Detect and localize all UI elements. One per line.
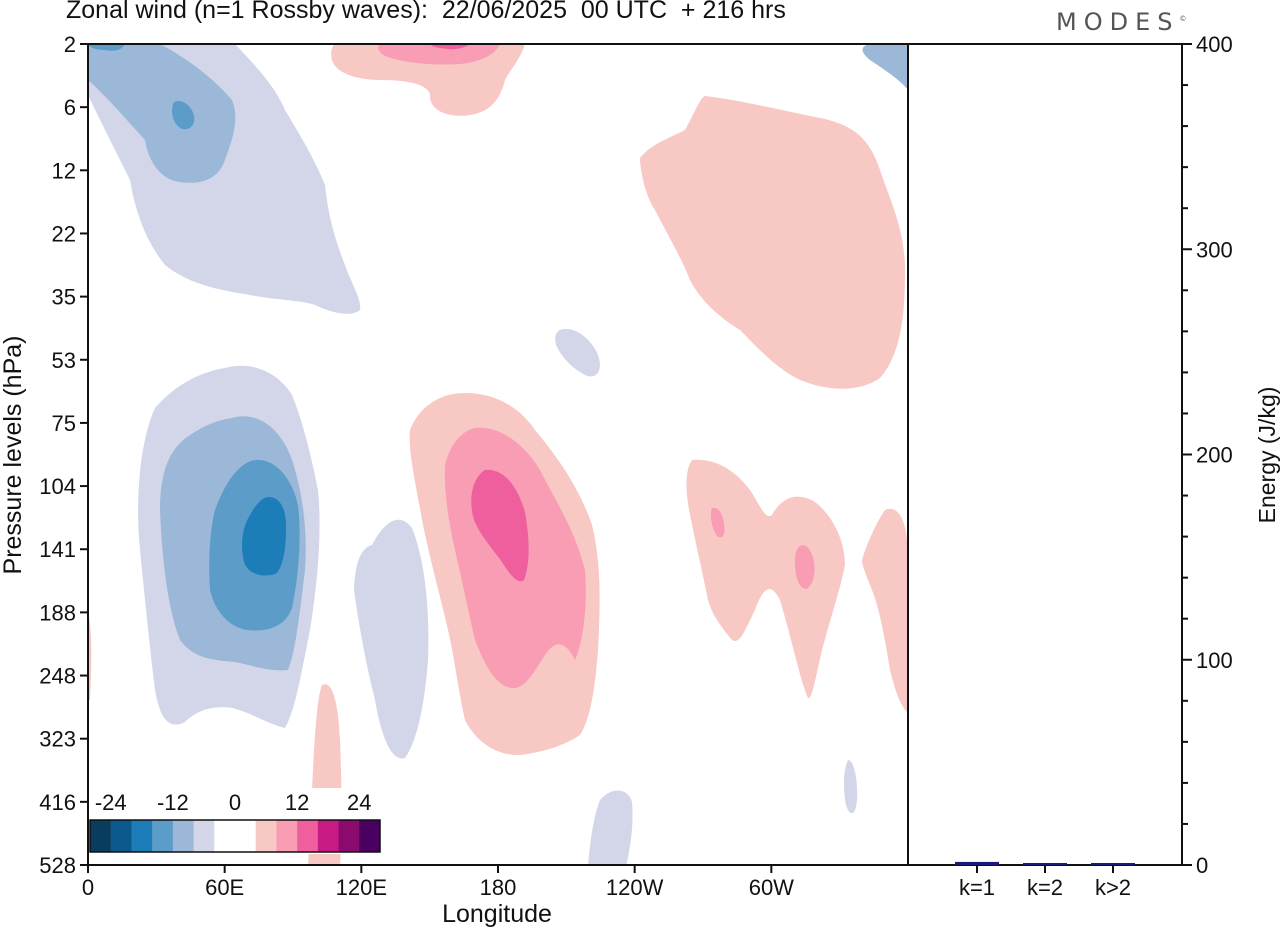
colorbar-label: 0 [229,790,241,815]
x-axis-label: Longitude [442,900,552,928]
energy-tick-label: 0 [1196,853,1208,878]
y-tick-label: 188 [39,600,76,625]
colorbar-label: -12 [157,790,189,815]
contour-neg-12 [588,790,633,866]
contour-pos-10 [710,507,725,538]
contour-neg-2 [88,44,236,183]
contour-neg-5 [862,44,908,90]
energy-tick-label: 400 [1196,32,1233,57]
y-tick-label: 528 [39,853,76,878]
colorbar-label: -24 [95,790,127,815]
y-axis-label: Pressure levels (hPa) [0,336,27,575]
y-tick-label: 53 [52,348,76,373]
colorbar-swatch [110,820,132,852]
energy-category-label: k=2 [1027,875,1063,900]
contour-neg-3 [172,100,195,130]
y-tick-label: 416 [39,790,76,815]
colorbar-swatch [359,820,381,852]
colorbar-border [89,819,381,853]
energy-category-label: k>2 [1095,875,1131,900]
contour-neg-4 [88,44,125,51]
colorbar-swatch [317,820,340,852]
colorbar-label: 12 [285,790,309,815]
contour-pos-1 [331,44,525,116]
energy-bar [955,861,999,865]
energy-bar [1023,863,1067,865]
colorbar-swatch [193,820,215,852]
y-tick-label: 323 [39,727,76,752]
colorbar-swatch [172,820,195,852]
colorbar-label: 24 [347,790,371,815]
brand-name: MODES [1056,8,1180,36]
energy-bars: k=1 k=2 k>2 [955,861,1135,900]
energy-axis-label: Energy (J/kg) [1254,387,1280,524]
energy-panel-frame [907,43,1183,866]
contour-pos-4 [640,96,905,389]
contour-pos-3 [430,44,470,50]
contour-neg-13 [843,760,858,814]
y-tick-label: 22 [52,221,76,246]
colorbar: -24 -12 0 12 24 [88,788,382,854]
x-tick-label: 120W [606,875,664,900]
contour-pos-2 [378,44,500,65]
contour-pos-8 [686,459,845,699]
energy-tick-label: 200 [1196,443,1233,468]
contour-pos-11 [795,545,815,589]
contour-fills [88,44,908,866]
contour-neg-10 [354,519,429,759]
colorbar-swatch [152,820,174,852]
y-tick-label: 75 [52,411,76,436]
y-tick-label: 6 [64,95,76,120]
x-tick-label: 180 [480,875,517,900]
y-axis: 2 6 12 22 35 53 75 104 141 188 248 323 416 528 [39,32,88,878]
x-tick-label: 120E [336,875,387,900]
y-tick-label: 35 [52,285,76,310]
energy-bar [1091,863,1135,865]
colorbar-swatch [276,820,298,852]
energy-tick-label: 100 [1196,648,1233,673]
colorbar-swatch [338,820,360,852]
contour-neg-11 [555,329,600,377]
y-tick-label: 104 [39,474,76,499]
chart-title: Zonal wind (n=1 Rossby waves): 22/06/202… [66,0,786,24]
y-tick-label: 12 [52,158,76,183]
x-tick-label: 60E [205,875,244,900]
colorbar-swatch [131,820,153,852]
y-tick-label: 2 [64,32,76,57]
colorbar-swatch [255,820,277,852]
x-axis: 0 60E 120E 180 120W 60W [82,865,794,900]
x-tick-label: 60W [749,875,794,900]
colorbar-swatch [297,820,319,852]
y-tick-label: 141 [39,537,76,562]
colorbar-swatch [90,820,112,852]
energy-category-label: k=1 [959,875,995,900]
contour-pos-7 [471,469,529,582]
energy-axis: 0 100 200 300 400 [1182,32,1233,878]
x-tick-label: 0 [82,875,94,900]
brand-mark: © [1179,15,1187,23]
y-tick-label: 248 [39,664,76,689]
colorbar-swatch [235,820,257,852]
energy-tick-label: 300 [1196,237,1233,262]
contour-neg-9 [242,496,287,576]
colorbar-swatch [214,820,236,852]
brand-logo: MODES© [1056,8,1186,36]
contour-pos-9 [862,508,907,712]
